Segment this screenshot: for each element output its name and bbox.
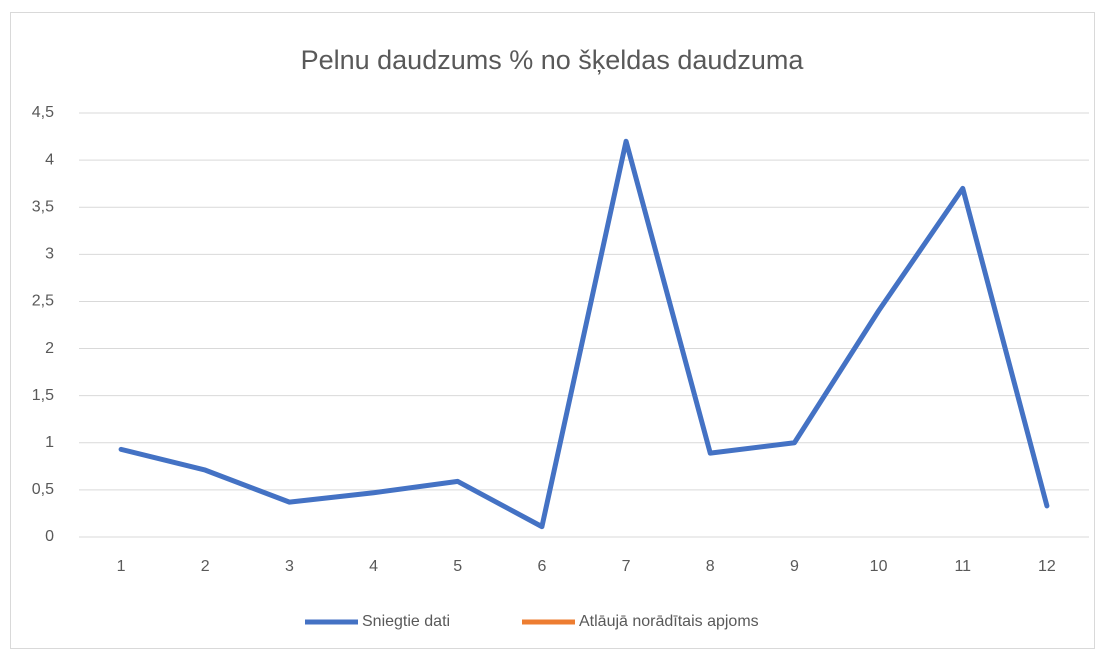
y-tick-label: 1 bbox=[45, 434, 54, 451]
legend-label: Sniegtie dati bbox=[362, 613, 450, 630]
x-tick-label: 4 bbox=[369, 558, 378, 575]
y-tick-label: 4 bbox=[45, 151, 54, 168]
y-tick-label: 2 bbox=[45, 340, 54, 357]
x-tick-label: 10 bbox=[870, 558, 888, 575]
x-tick-label: 5 bbox=[453, 558, 462, 575]
x-tick-label: 6 bbox=[537, 558, 546, 575]
y-tick-label: 1,5 bbox=[32, 387, 54, 404]
x-tick-label: 12 bbox=[1038, 558, 1056, 575]
x-tick-label: 11 bbox=[954, 558, 971, 575]
x-tick-label: 2 bbox=[201, 558, 210, 575]
legend-label: Atlāujā norādītais apjoms bbox=[579, 613, 759, 630]
chart-title: Pelnu daudzums % no šķeldas daudzuma bbox=[301, 45, 805, 75]
y-tick-label: 2,5 bbox=[32, 293, 54, 310]
y-tick-label: 3 bbox=[45, 246, 54, 263]
x-tick-label: 9 bbox=[790, 558, 799, 575]
x-tick-label: 3 bbox=[285, 558, 294, 575]
x-tick-label: 1 bbox=[117, 558, 126, 575]
x-tick-label: 7 bbox=[622, 558, 631, 575]
x-tick-label: 8 bbox=[706, 558, 715, 575]
y-tick-label: 0 bbox=[45, 528, 54, 545]
y-tick-label: 4,5 bbox=[32, 104, 54, 121]
y-tick-label: 0,5 bbox=[32, 481, 54, 498]
series-line bbox=[118, 138, 1050, 530]
y-tick-label: 3,5 bbox=[32, 198, 54, 215]
chart-border bbox=[10, 12, 1095, 649]
